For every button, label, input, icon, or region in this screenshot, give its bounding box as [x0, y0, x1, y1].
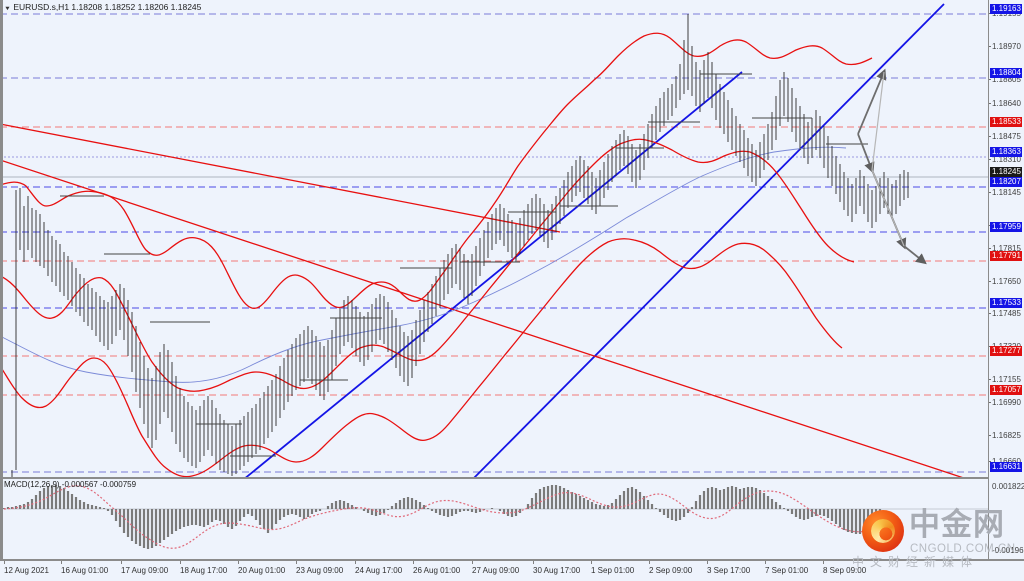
chart-caret-icon[interactable]: ▼ [4, 5, 11, 12]
macd-top-tick: 0.001822 [992, 482, 1024, 491]
time-tick-label: 1 Sep 01:00 [591, 566, 635, 575]
forecast-arrows-faint [871, 71, 905, 247]
time-tick-label: 2 Sep 09:00 [649, 566, 693, 575]
price-tick: 1.18475 [992, 132, 1021, 141]
price-tick: 1.18805 [992, 75, 1021, 84]
bollinger-middle-band [0, 138, 855, 392]
price-tick: 1.17485 [992, 309, 1021, 318]
price-chart-pane[interactable]: ▼ EURUSD.s,H1 1.18208 1.18252 1.18206 1.… [0, 0, 988, 478]
time-axis[interactable]: 12 Aug 2021 16 Aug 01:00 17 Aug 09:00 18… [0, 559, 1024, 581]
watermark-logo: 中金网 CNGOLD.COM.CN 中文财经新媒体 [852, 507, 1022, 569]
price-axis[interactable]: 1.19155 1.18970 1.18805 1.18640 1.18475 … [988, 0, 1024, 479]
time-tick-label: 7 Sep 01:00 [765, 566, 809, 575]
watermark-tagline: 中文财经新媒体 [852, 555, 979, 569]
time-tick-label: 24 Aug 17:00 [355, 566, 403, 575]
price-marker-red[interactable]: 1.17791 [990, 251, 1022, 261]
pane-divider [0, 477, 988, 479]
forecast-arrows[interactable] [857, 68, 927, 265]
trend-channel[interactable] [238, 3, 945, 478]
macd-bottom-tick: -0.00196 [992, 546, 1024, 555]
price-marker-blue[interactable]: 1.17959 [990, 222, 1022, 232]
price-tick: 1.18640 [992, 99, 1021, 108]
red-trendlines[interactable] [0, 123, 988, 478]
price-marker-red[interactable]: 1.18533 [990, 117, 1022, 127]
level-lines [0, 13, 988, 473]
price-tick: 1.18145 [992, 188, 1021, 197]
macd-signal-line [3, 485, 893, 549]
price-bars [11, 14, 909, 478]
price-marker-red[interactable]: 1.17057 [990, 385, 1022, 395]
moving-average-line [0, 146, 847, 383]
price-tick: 1.16825 [992, 431, 1021, 440]
price-marker-red[interactable]: 1.17277 [990, 346, 1022, 356]
bollinger-lower-band [0, 238, 843, 478]
cngold-logo-icon [862, 510, 904, 552]
macd-pane[interactable]: MACD(12,26,9) -0.000567 -0.000759 [0, 479, 988, 559]
price-tick: 1.17650 [992, 277, 1021, 286]
current-price-label[interactable]: 1.18245 [990, 167, 1022, 177]
price-tick: 1.16990 [992, 398, 1021, 407]
price-chart-svg [0, 3, 988, 478]
macd-header-label: MACD(12,26,9) -0.000567 -0.000759 [4, 480, 137, 489]
price-marker-blue[interactable]: 1.18207 [990, 177, 1022, 187]
price-tick: 1.17815 [992, 244, 1021, 253]
time-tick-label: 26 Aug 01:00 [413, 566, 461, 575]
time-tick-label: 20 Aug 01:00 [238, 566, 286, 575]
macd-axis[interactable]: 0.001822 -0.00196 [988, 479, 1024, 559]
watermark-brand-cn: 中金网 [909, 507, 1005, 543]
time-tick-label: 27 Aug 09:00 [472, 566, 520, 575]
time-tick-label: 12 Aug 2021 [4, 566, 49, 575]
price-marker-blue[interactable]: 1.17533 [990, 298, 1022, 308]
time-tick-label: 18 Aug 17:00 [180, 566, 228, 575]
macd-svg [0, 485, 988, 549]
price-tick: 1.17155 [992, 375, 1021, 384]
chart-header: ▼ EURUSD.s,H1 1.18208 1.18252 1.18206 1.… [4, 2, 201, 14]
time-tick-label: 8 Sep 09:00 [823, 566, 867, 575]
range-markers [60, 73, 868, 457]
price-tick: 1.18970 [992, 42, 1021, 51]
price-tick: 1.18310 [992, 155, 1021, 164]
macd-histogram [2, 485, 882, 549]
time-tick-label: 3 Sep 17:00 [707, 566, 751, 575]
chart-symbol-ohlc: EURUSD.s,H1 1.18208 1.18252 1.18206 1.18… [13, 2, 202, 12]
price-marker-blue[interactable]: 1.18363 [990, 147, 1022, 157]
time-tick-label: 16 Aug 01:00 [61, 566, 109, 575]
time-tick-label: 23 Aug 09:00 [296, 566, 344, 575]
bollinger-upper-band [0, 32, 873, 310]
price-tick: 1.16660 [992, 457, 1021, 466]
price-marker-blue[interactable]: 1.18804 [990, 68, 1022, 78]
time-tick-label: 30 Aug 17:00 [533, 566, 581, 575]
price-marker-blue[interactable]: 1.16631 [990, 462, 1022, 472]
time-tick-label: 17 Aug 09:00 [121, 566, 169, 575]
watermark-brand-en: CNGOLD.COM.CN [910, 543, 1016, 555]
price-marker-blue[interactable]: 1.19163 [990, 4, 1022, 14]
